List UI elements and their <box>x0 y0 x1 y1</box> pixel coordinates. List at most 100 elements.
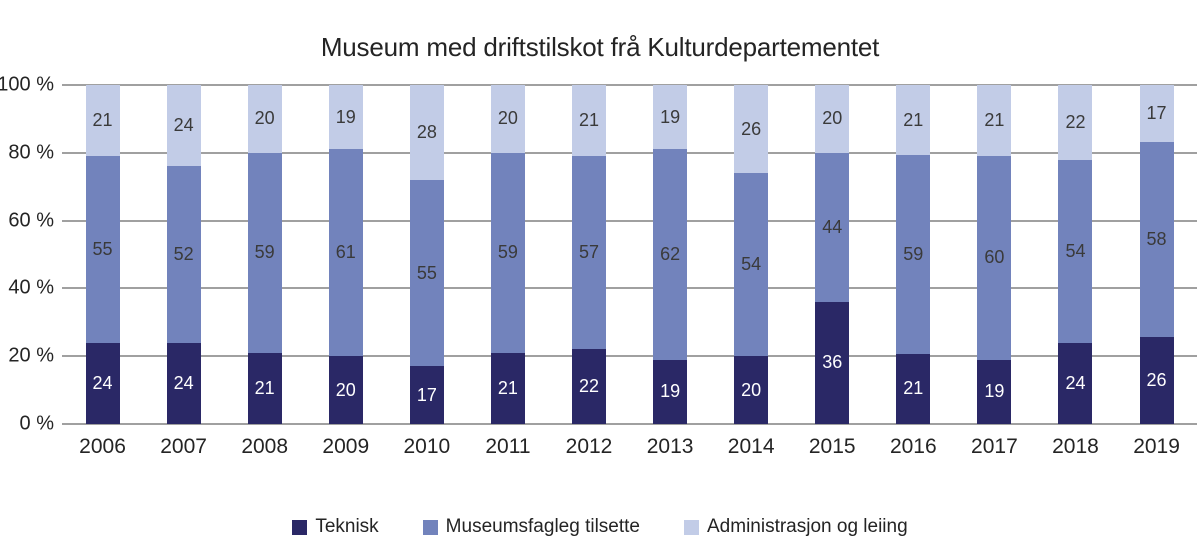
bar-segment: 21 <box>490 352 525 424</box>
bar-2011: 20 59 21 <box>490 85 525 424</box>
legend-label: Teknisk <box>315 516 379 537</box>
x-tick-label: 2017 <box>971 435 1018 458</box>
legend-item: Museumsfagleg tilsette <box>422 516 640 538</box>
bar-value-label: 24 <box>1065 372 1086 393</box>
bar-value-label: 21 <box>903 378 924 399</box>
bar-segment: 21 <box>247 352 282 424</box>
bar-value-label: 21 <box>578 110 600 131</box>
gridline <box>62 287 1197 289</box>
bar-value-label: 21 <box>92 110 113 131</box>
bar-segment: 52 <box>166 166 201 343</box>
bar-segment: 54 <box>734 173 769 357</box>
bar-slot: 28 55 17 <box>386 85 467 424</box>
gridline <box>62 423 1197 425</box>
x-tick-label: 2012 <box>565 435 613 458</box>
bar-segment: 24 <box>85 342 120 424</box>
bar-2018: 22 54 24 <box>1058 85 1093 424</box>
bar-slot: 19 61 20 <box>305 85 386 424</box>
bar-value-label: 59 <box>903 244 924 264</box>
bar-slot: 21 60 19 <box>954 85 1035 424</box>
bar-value-label: 36 <box>822 352 843 373</box>
bar-slot: 21 55 24 <box>62 85 143 424</box>
bar-segment: 17 <box>409 366 444 424</box>
x-tick-label: 2015 <box>808 435 856 458</box>
bar-2007: 24 52 24 <box>166 85 201 424</box>
bar-value-label: 24 <box>173 115 194 136</box>
bar-segment: 36 <box>815 301 850 424</box>
bar-segment: 20 <box>734 356 769 424</box>
bar-value-label: 55 <box>92 238 113 259</box>
x-tick-label: 2018 <box>1052 435 1099 458</box>
x-tick-label: 2010 <box>403 435 451 458</box>
x-axis: 2006 2007 2008 2009 2010 2011 2012 2013 2014 2015… <box>62 435 1197 459</box>
bar-value-label: 17 <box>416 384 437 405</box>
bar-value-label: 20 <box>497 108 518 129</box>
bar-segment: 19 <box>653 359 688 424</box>
chart-title: Museum med driftstilskot frå Kulturdepar… <box>320 32 880 62</box>
bar-segment: 44 <box>815 152 850 302</box>
x-tick-label: 2006 <box>79 435 126 458</box>
legend-label: Administrasjon og leiing <box>707 516 908 537</box>
bar-2009: 19 61 20 <box>328 85 363 424</box>
bar-slot: 20 59 21 <box>467 85 548 424</box>
bar-value-label: 55 <box>416 262 437 283</box>
bar-segment: 20 <box>815 85 850 153</box>
bar-segment: 59 <box>896 155 931 354</box>
bar-segment: 21 <box>977 85 1012 157</box>
bar-slot: 24 52 24 <box>143 85 224 424</box>
bar-value-label: 17 <box>1146 103 1167 124</box>
bar-value-label: 28 <box>416 121 437 142</box>
x-tick-label: 2009 <box>322 435 370 458</box>
plot-area: 21 55 24 24 52 24 20 59 21 19 61 20 28 55 17 20 59 21 21 57… <box>62 84 1197 425</box>
bar-value-label: 26 <box>1146 369 1167 390</box>
bar-segment: 58 <box>1139 142 1174 337</box>
bar-slot: 20 59 21 <box>224 85 305 424</box>
bar-value-label: 20 <box>254 108 275 129</box>
gridline <box>62 355 1197 357</box>
bar-segment: 22 <box>572 349 606 424</box>
bar-segment: 59 <box>247 152 282 353</box>
bar-value-label: 54 <box>1065 240 1086 261</box>
bar-value-label: 20 <box>822 108 843 129</box>
y-tick-label: 100 % <box>0 73 54 96</box>
bar-slot: 22 54 24 <box>1035 85 1116 424</box>
bar-segment: 61 <box>328 149 363 357</box>
bar-value-label: 52 <box>173 243 194 264</box>
bar-segment: 20 <box>247 85 282 153</box>
bar-value-label: 59 <box>254 242 275 263</box>
bar-value-label: 24 <box>92 372 113 393</box>
bar-value-label: 19 <box>660 106 681 127</box>
bar-value-label: 61 <box>335 242 356 263</box>
bar-value-label: 21 <box>254 377 275 398</box>
bar-2014: 26 54 20 <box>734 85 769 424</box>
bar-value-label: 21 <box>903 109 924 130</box>
bar-segment: 19 <box>653 85 688 150</box>
bar-2015: 20 44 36 <box>815 85 850 424</box>
bar-slot: 26 54 20 <box>711 85 792 424</box>
bar-segment: 19 <box>977 359 1012 424</box>
x-tick-label: 2019 <box>1133 435 1180 458</box>
legend-swatch <box>292 519 308 535</box>
bar-2017: 21 60 19 <box>977 85 1012 424</box>
bar-2010: 28 55 17 <box>409 85 444 424</box>
bar-slot: 17 58 26 <box>1116 85 1197 425</box>
y-tick-label: 60 % <box>8 209 54 232</box>
bar-segment: 60 <box>977 156 1012 360</box>
bar-value-label: 59 <box>497 242 518 263</box>
bar-value-label: 44 <box>822 216 843 237</box>
bar-segment: 20 <box>328 356 363 424</box>
bar-value-label: 19 <box>660 381 681 402</box>
y-tick-label: 80 % <box>8 141 54 164</box>
bar-segment: 59 <box>490 152 525 353</box>
bar-segment: 28 <box>409 85 444 180</box>
bar-2012: 21 57 22 <box>572 85 606 424</box>
bar-value-label: 21 <box>497 377 518 398</box>
bar-value-label: 60 <box>984 247 1005 268</box>
bar-segment: 57 <box>572 156 606 350</box>
bar-value-label: 24 <box>173 372 194 393</box>
bar-slot: 21 57 22 <box>548 85 629 424</box>
bar-segment: 17 <box>1139 85 1174 143</box>
bar-slot: 20 44 36 <box>792 85 873 424</box>
bar-segment: 21 <box>896 85 931 156</box>
